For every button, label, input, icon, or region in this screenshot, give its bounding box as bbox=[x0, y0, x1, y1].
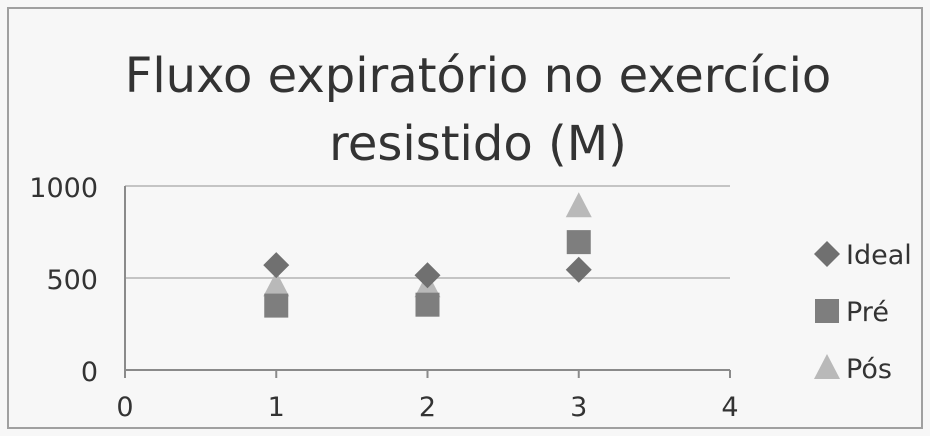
chart-title-line-2: resistido (M) bbox=[329, 116, 627, 172]
point-pr-2 bbox=[566, 230, 591, 255]
tick-labels: 0 500 1000 0 1 2 3 4 bbox=[29, 173, 738, 423]
point-pr-1 bbox=[415, 292, 440, 317]
point-pr-0 bbox=[264, 293, 289, 318]
y-tick-label: 1000 bbox=[29, 173, 98, 204]
legend-label: Pré bbox=[846, 297, 889, 328]
legend: Ideal Pré Pós bbox=[814, 240, 912, 385]
legend-marker bbox=[814, 241, 840, 267]
legend-marker bbox=[815, 299, 839, 323]
x-tick-label: 4 bbox=[721, 392, 738, 423]
y-tick-label: 0 bbox=[81, 357, 98, 388]
chart-border bbox=[7, 7, 923, 429]
x-tick-label: 3 bbox=[570, 392, 587, 423]
x-tick-label: 2 bbox=[419, 392, 436, 423]
axes bbox=[124, 186, 731, 378]
point-ideal-0 bbox=[263, 252, 290, 279]
legend-label: Pós bbox=[846, 354, 892, 385]
data-points bbox=[263, 192, 592, 318]
x-tick-label: 0 bbox=[116, 392, 133, 423]
legend-label: Ideal bbox=[846, 240, 912, 271]
legend-marker bbox=[814, 354, 840, 379]
point-ps-2 bbox=[565, 192, 592, 218]
point-ps-0 bbox=[263, 271, 290, 297]
y-tick-label: 500 bbox=[46, 265, 98, 296]
x-tick-label: 1 bbox=[268, 392, 285, 423]
point-ideal-2 bbox=[565, 256, 592, 283]
point-ideal-1 bbox=[414, 262, 441, 289]
chart-title-line-1: Fluxo expiratório no exercício bbox=[125, 48, 832, 104]
